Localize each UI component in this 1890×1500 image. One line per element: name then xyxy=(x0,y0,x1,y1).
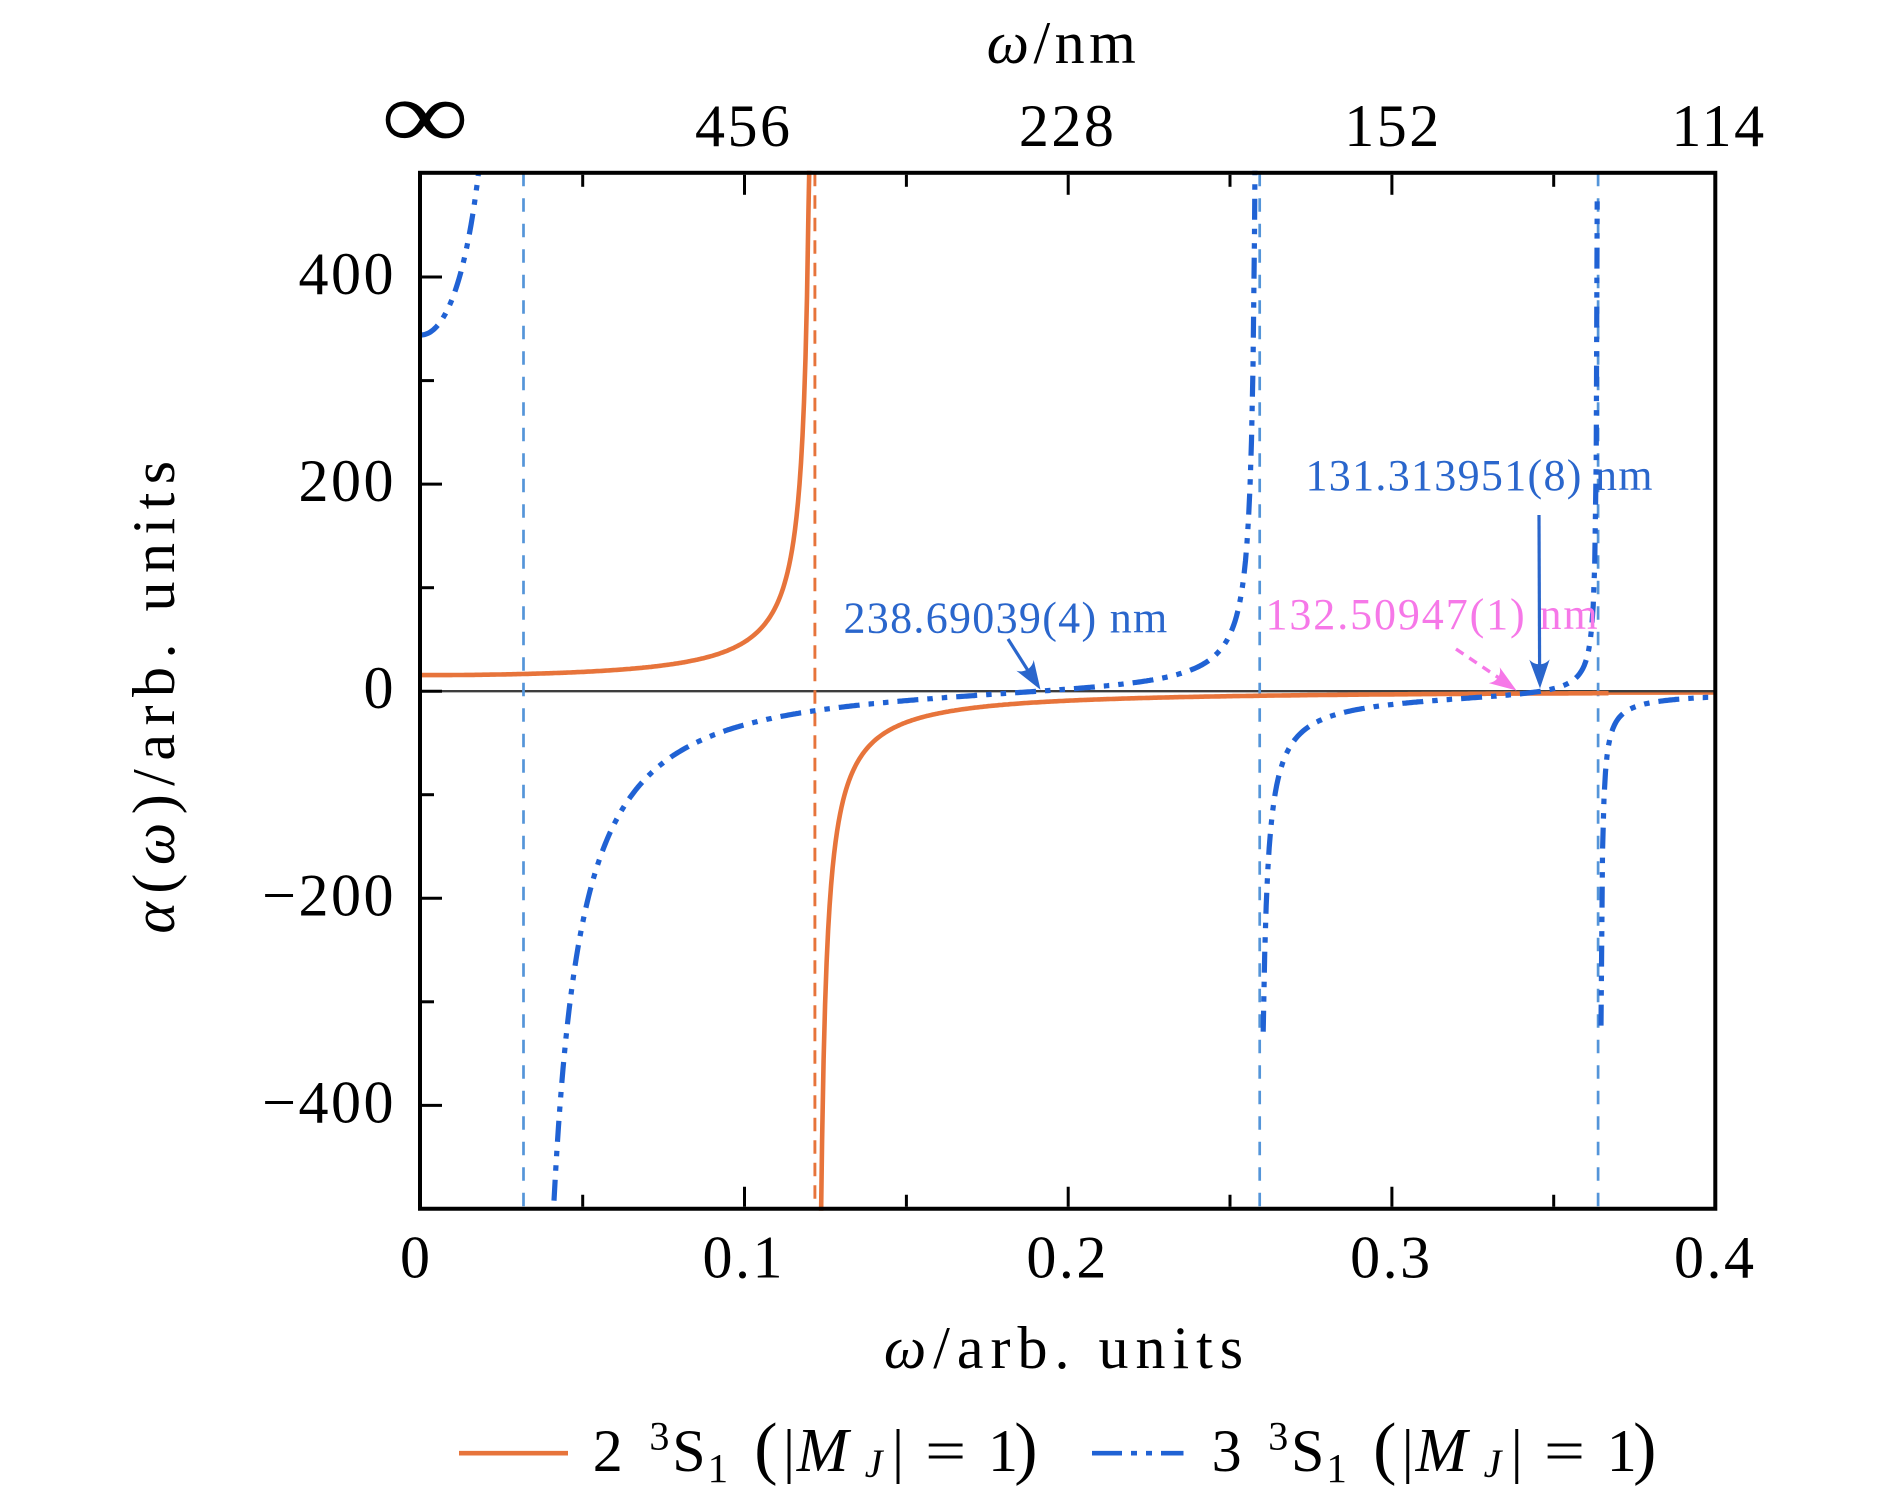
svg-text:1: 1 xyxy=(1326,1445,1347,1491)
svg-text:∞: ∞ xyxy=(381,61,469,169)
svg-text:S: S xyxy=(1291,1418,1324,1484)
svg-text:238.69039(4) nm: 238.69039(4) nm xyxy=(844,594,1169,643)
svg-text:|: | xyxy=(892,1418,904,1484)
svg-text:|: | xyxy=(783,1418,795,1484)
svg-text:1: 1 xyxy=(988,1418,1018,1484)
svg-text:400: 400 xyxy=(299,241,397,307)
svg-text:α(ω)/arb. units: α(ω)/arb. units xyxy=(121,452,187,933)
svg-text:456: 456 xyxy=(695,93,793,159)
svg-text:152: 152 xyxy=(1344,93,1442,159)
svg-text:M: M xyxy=(1415,1417,1471,1485)
svg-text:(: ( xyxy=(1373,1410,1396,1487)
svg-text:ω/nm: ω/nm xyxy=(987,10,1141,76)
svg-text:J: J xyxy=(865,1441,885,1486)
svg-text:M: M xyxy=(796,1417,852,1485)
svg-text:−400: −400 xyxy=(262,1069,396,1135)
svg-text:0.3: 0.3 xyxy=(1350,1225,1433,1291)
svg-text:0.4: 0.4 xyxy=(1674,1225,1757,1291)
svg-text:1: 1 xyxy=(1607,1418,1637,1484)
svg-text:(: ( xyxy=(754,1410,777,1487)
svg-text:132.50947(1) nm: 132.50947(1) nm xyxy=(1266,590,1600,639)
svg-text:=: = xyxy=(925,1418,966,1484)
svg-text:|: | xyxy=(1511,1418,1523,1484)
svg-text:0: 0 xyxy=(400,1225,433,1291)
svg-text:228: 228 xyxy=(1019,93,1117,159)
svg-text:0.2: 0.2 xyxy=(1026,1225,1109,1291)
svg-text:3: 3 xyxy=(1268,1414,1288,1459)
svg-text:ω/arb. units: ω/arb. units xyxy=(884,1315,1250,1381)
svg-text:0: 0 xyxy=(364,655,397,721)
svg-text:): ) xyxy=(1633,1410,1656,1487)
svg-text:2: 2 xyxy=(593,1418,623,1484)
svg-text:3: 3 xyxy=(649,1414,669,1459)
svg-text:0.1: 0.1 xyxy=(703,1225,786,1291)
svg-text:|: | xyxy=(1402,1418,1414,1484)
svg-text:131.313951(8) nm: 131.313951(8) nm xyxy=(1306,451,1654,500)
svg-text:S: S xyxy=(672,1418,705,1484)
svg-text:114: 114 xyxy=(1671,93,1766,159)
svg-text:200: 200 xyxy=(299,448,397,514)
svg-text:−200: −200 xyxy=(262,862,396,928)
svg-text:1: 1 xyxy=(708,1445,729,1491)
svg-text:): ) xyxy=(1014,1410,1037,1487)
svg-text:3: 3 xyxy=(1212,1418,1242,1484)
svg-text:J: J xyxy=(1484,1441,1504,1486)
svg-text:=: = xyxy=(1544,1418,1585,1484)
